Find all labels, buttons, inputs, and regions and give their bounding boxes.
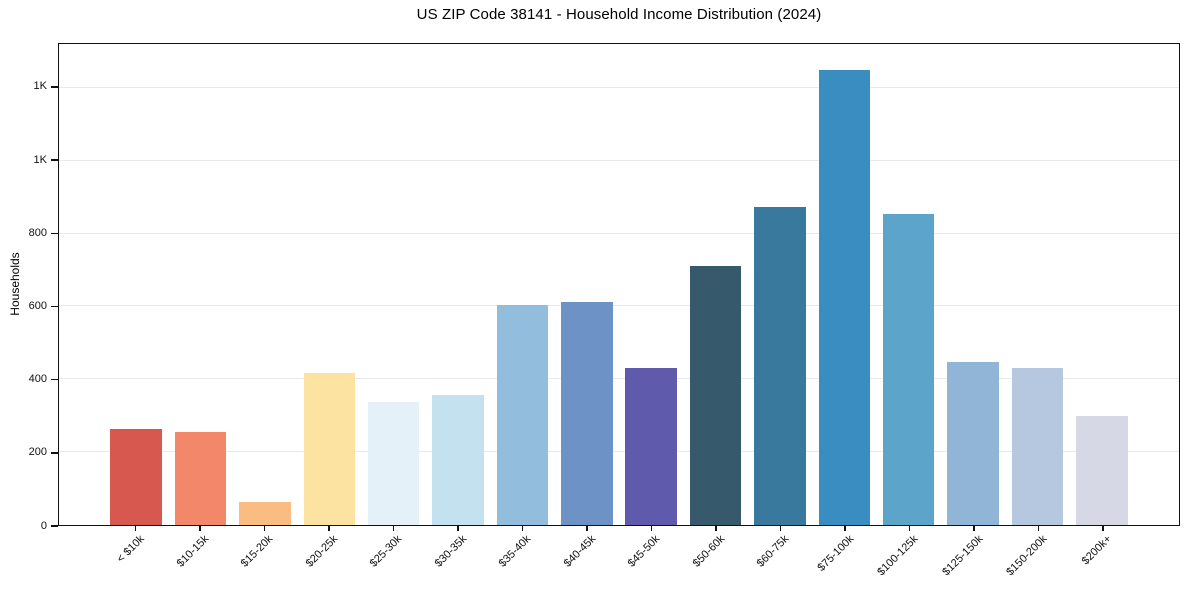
bar-slot <box>555 44 619 525</box>
y-tick-mark <box>51 159 58 161</box>
x-tick-mark <box>844 526 846 531</box>
bar <box>882 214 935 525</box>
bar-slot <box>490 44 554 525</box>
bar <box>174 431 227 525</box>
x-tick-mark <box>586 526 588 531</box>
bar-slot <box>941 44 1005 525</box>
x-tick-mark <box>392 526 394 531</box>
bar <box>110 428 162 525</box>
y-tick-label: 800 <box>28 226 47 239</box>
gridline <box>59 451 1179 453</box>
x-tick-mark <box>328 526 330 531</box>
x-tick-mark <box>263 526 265 531</box>
bar <box>625 367 677 525</box>
y-tick-label: 1K <box>33 80 47 93</box>
x-tick-mark <box>1102 526 1104 531</box>
plot-area <box>58 43 1180 526</box>
x-tick-mark <box>1037 526 1039 531</box>
bar-slot <box>1005 44 1069 525</box>
y-tick-mark <box>51 452 58 454</box>
y-tick-label: 1K <box>33 153 47 166</box>
x-tick-mark <box>715 526 717 531</box>
y-tick-label: 0 <box>40 519 47 532</box>
x-tick-mark <box>457 526 459 531</box>
bar-slot <box>748 44 812 525</box>
bar-slot <box>362 44 426 525</box>
y-tick-mark <box>51 305 58 308</box>
bar <box>689 266 742 525</box>
x-tick-mark <box>521 526 523 531</box>
gridline <box>59 232 1179 234</box>
gridline <box>59 305 1179 307</box>
bar-slot <box>1070 44 1134 525</box>
bar-slot <box>297 44 361 525</box>
y-tick-mark <box>51 525 58 527</box>
gridline <box>59 86 1179 88</box>
bar-slot <box>812 44 876 525</box>
bar-slot <box>683 44 747 525</box>
bar <box>561 302 613 525</box>
gridline <box>59 378 1179 380</box>
bar-slot <box>168 44 232 525</box>
x-tick-mark <box>908 526 910 531</box>
y-tick-mark <box>51 86 58 88</box>
y-tick-label: 200 <box>28 446 47 459</box>
bar-slot <box>104 44 168 525</box>
bar-slot <box>233 44 297 525</box>
x-tick-mark <box>650 526 652 531</box>
x-tick-mark <box>973 526 975 531</box>
x-tick-mark <box>134 526 136 531</box>
y-tick-mark <box>51 378 58 381</box>
bar <box>754 206 806 525</box>
x-tick-mark <box>779 526 781 531</box>
y-tick-label: 600 <box>28 299 47 312</box>
gridline <box>59 159 1179 161</box>
bar-slot <box>426 44 490 525</box>
y-tick-label: 400 <box>28 373 47 386</box>
chart-title: US ZIP Code 38141 - Household Income Dis… <box>416 6 822 23</box>
bar <box>818 69 871 525</box>
y-tick-mark <box>51 232 58 235</box>
bar <box>1076 415 1128 525</box>
bar <box>432 395 484 525</box>
bar-slot <box>877 44 941 525</box>
bar <box>303 372 356 525</box>
bar-slot <box>619 44 683 525</box>
bar <box>496 304 549 525</box>
bar <box>1011 367 1064 525</box>
bar-series <box>104 44 1134 525</box>
bar <box>239 502 291 525</box>
bar <box>367 401 420 525</box>
x-tick-mark <box>199 526 201 531</box>
bar <box>947 362 999 525</box>
